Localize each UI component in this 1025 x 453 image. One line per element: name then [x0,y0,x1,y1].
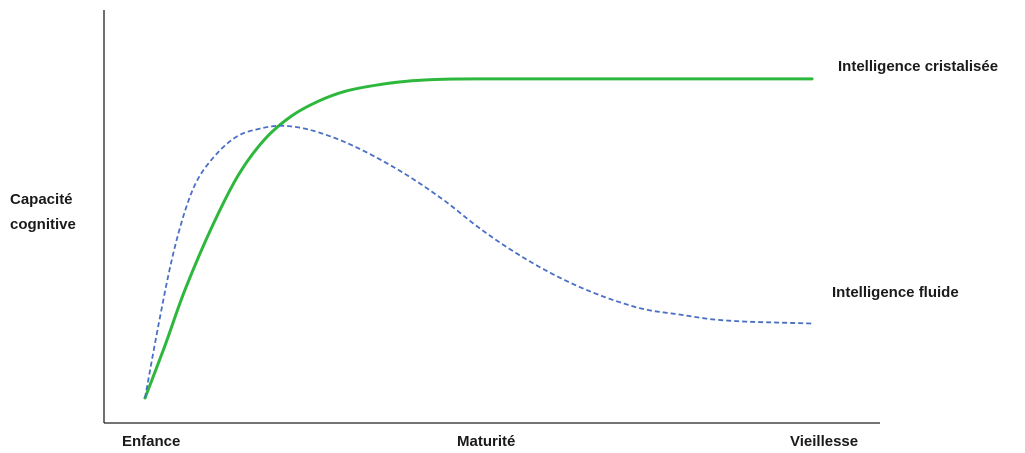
x-tick-label-maturite: Maturité [457,433,515,450]
x-tick-label-vieillesse: Vieillesse [790,433,858,450]
series-line-intelligence-fluide [144,124,813,399]
y-axis-label-line-2: cognitive [10,216,76,233]
series-label-intelligence-fluide: Intelligence fluide [832,284,959,301]
x-tick-label-enfance: Enfance [122,433,180,450]
series-label-intelligence-cristalisee: Intelligence cristalisée [838,58,998,75]
y-axis-label-line-1: Capacité [10,191,73,208]
series-line-intelligence-cristalisee [143,77,814,400]
